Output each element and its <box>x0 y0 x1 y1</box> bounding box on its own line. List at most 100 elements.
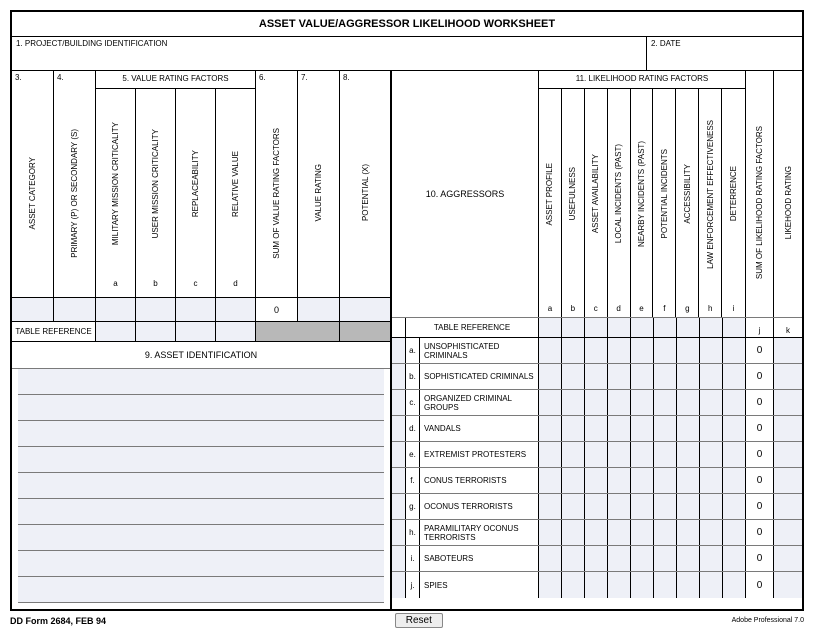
aggressor-rating-input[interactable] <box>774 572 802 598</box>
likelihood-input[interactable] <box>654 520 677 545</box>
aggressor-rating-input[interactable] <box>774 546 802 571</box>
asset-id-line[interactable] <box>18 551 384 577</box>
tref-input[interactable] <box>96 322 136 341</box>
aggressor-rating-input[interactable] <box>774 468 802 493</box>
value-b-input[interactable] <box>136 298 176 321</box>
likelihood-input[interactable] <box>562 494 585 519</box>
likelihood-input[interactable] <box>654 364 677 389</box>
tref-input[interactable] <box>136 322 176 341</box>
aggressor-pre[interactable] <box>392 364 406 389</box>
value-c-input[interactable] <box>176 298 216 321</box>
asset-id-line[interactable] <box>18 525 384 551</box>
likelihood-input[interactable] <box>631 442 654 467</box>
likelihood-input[interactable] <box>539 468 562 493</box>
likelihood-input[interactable] <box>700 520 723 545</box>
likelihood-input[interactable] <box>539 494 562 519</box>
likelihood-input[interactable] <box>654 390 677 415</box>
aggressor-pre[interactable] <box>392 572 406 598</box>
likelihood-input[interactable] <box>631 546 654 571</box>
likelihood-input[interactable] <box>539 416 562 441</box>
aggressor-rating-input[interactable] <box>774 416 802 441</box>
potential-input[interactable] <box>340 298 390 321</box>
likelihood-input[interactable] <box>677 546 700 571</box>
likelihood-input[interactable] <box>677 338 700 363</box>
likelihood-input[interactable] <box>562 468 585 493</box>
aggressor-pre[interactable] <box>392 546 406 571</box>
date-field[interactable]: 2. DATE <box>647 37 802 70</box>
likelihood-input[interactable] <box>608 468 631 493</box>
likelihood-input[interactable] <box>723 494 746 519</box>
aggressor-rating-input[interactable] <box>774 520 802 545</box>
aggressor-rating-input[interactable] <box>774 390 802 415</box>
aggressor-pre[interactable] <box>392 390 406 415</box>
aggressor-rating-input[interactable] <box>774 442 802 467</box>
likelihood-input[interactable] <box>677 442 700 467</box>
likelihood-input[interactable] <box>562 442 585 467</box>
likelihood-input[interactable] <box>723 468 746 493</box>
likelihood-input[interactable] <box>562 546 585 571</box>
likelihood-input[interactable] <box>608 520 631 545</box>
likelihood-input[interactable] <box>539 520 562 545</box>
tref-input[interactable] <box>176 322 216 341</box>
likelihood-input[interactable] <box>654 416 677 441</box>
likelihood-input[interactable] <box>631 338 654 363</box>
tref-cell[interactable] <box>700 318 723 337</box>
likelihood-input[interactable] <box>723 416 746 441</box>
likelihood-input[interactable] <box>585 572 608 598</box>
likelihood-input[interactable] <box>723 572 746 598</box>
tref-cell[interactable] <box>723 318 746 337</box>
aggressor-pre[interactable] <box>392 416 406 441</box>
likelihood-input[interactable] <box>723 546 746 571</box>
likelihood-input[interactable] <box>723 520 746 545</box>
tref-cell[interactable] <box>539 318 562 337</box>
reset-button[interactable]: Reset <box>395 613 443 628</box>
likelihood-input[interactable] <box>585 364 608 389</box>
likelihood-input[interactable] <box>562 390 585 415</box>
likelihood-input[interactable] <box>677 494 700 519</box>
primary-input[interactable] <box>54 298 96 321</box>
likelihood-input[interactable] <box>585 494 608 519</box>
asset-id-line[interactable] <box>18 421 384 447</box>
likelihood-input[interactable] <box>654 442 677 467</box>
likelihood-input[interactable] <box>677 468 700 493</box>
aggressor-pre[interactable] <box>392 442 406 467</box>
likelihood-input[interactable] <box>539 572 562 598</box>
likelihood-input[interactable] <box>677 364 700 389</box>
likelihood-input[interactable] <box>677 416 700 441</box>
likelihood-input[interactable] <box>677 520 700 545</box>
likelihood-input[interactable] <box>585 520 608 545</box>
aggressor-pre[interactable] <box>392 468 406 493</box>
likelihood-input[interactable] <box>608 442 631 467</box>
tref-cell[interactable] <box>631 318 654 337</box>
value-rating-input[interactable] <box>298 298 340 321</box>
likelihood-input[interactable] <box>631 468 654 493</box>
likelihood-input[interactable] <box>700 338 723 363</box>
likelihood-input[interactable] <box>562 416 585 441</box>
likelihood-input[interactable] <box>723 442 746 467</box>
likelihood-input[interactable] <box>585 546 608 571</box>
likelihood-input[interactable] <box>700 572 723 598</box>
likelihood-input[interactable] <box>608 416 631 441</box>
asset-id-line[interactable] <box>18 369 384 395</box>
likelihood-input[interactable] <box>700 390 723 415</box>
aggressor-rating-input[interactable] <box>774 494 802 519</box>
likelihood-input[interactable] <box>700 364 723 389</box>
likelihood-input[interactable] <box>608 390 631 415</box>
likelihood-input[interactable] <box>608 572 631 598</box>
tref-cell[interactable] <box>677 318 700 337</box>
likelihood-input[interactable] <box>723 390 746 415</box>
likelihood-input[interactable] <box>654 494 677 519</box>
asset-id-line[interactable] <box>18 499 384 525</box>
likelihood-input[interactable] <box>654 546 677 571</box>
likelihood-input[interactable] <box>562 572 585 598</box>
likelihood-input[interactable] <box>608 494 631 519</box>
aggressor-rating-input[interactable] <box>774 338 802 363</box>
likelihood-input[interactable] <box>654 572 677 598</box>
likelihood-input[interactable] <box>585 468 608 493</box>
aggressor-pre[interactable] <box>392 520 406 545</box>
likelihood-input[interactable] <box>631 364 654 389</box>
value-a-input[interactable] <box>96 298 136 321</box>
likelihood-input[interactable] <box>562 364 585 389</box>
asset-id-line[interactable] <box>18 447 384 473</box>
likelihood-input[interactable] <box>562 338 585 363</box>
